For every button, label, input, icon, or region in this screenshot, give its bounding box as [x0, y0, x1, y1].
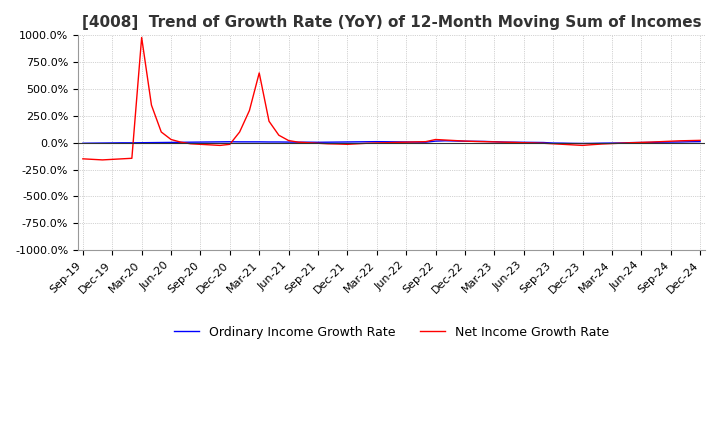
Net Income Growth Rate	[402, 139, 410, 145]
Net Income Growth Rate	[500, 139, 508, 145]
Ordinary Income Growth Rate	[333, 139, 342, 145]
Net Income Growth Rate	[98, 157, 107, 162]
Ordinary Income Growth Rate	[490, 139, 499, 144]
Net Income Growth Rate	[353, 141, 361, 147]
Legend: Ordinary Income Growth Rate, Net Income Growth Rate: Ordinary Income Growth Rate, Net Income …	[168, 321, 614, 344]
Ordinary Income Growth Rate	[78, 141, 87, 146]
Line: Ordinary Income Growth Rate: Ordinary Income Growth Rate	[83, 141, 700, 143]
Line: Net Income Growth Rate: Net Income Growth Rate	[83, 37, 700, 160]
Net Income Growth Rate	[78, 156, 87, 161]
Ordinary Income Growth Rate	[696, 139, 704, 144]
Net Income Growth Rate	[696, 138, 704, 143]
Ordinary Income Growth Rate	[441, 138, 450, 143]
Ordinary Income Growth Rate	[157, 140, 166, 145]
Ordinary Income Growth Rate	[382, 139, 391, 144]
Ordinary Income Growth Rate	[578, 141, 587, 146]
Net Income Growth Rate	[441, 137, 450, 143]
Ordinary Income Growth Rate	[480, 139, 489, 144]
Net Income Growth Rate	[138, 35, 146, 40]
Title: [4008]  Trend of Growth Rate (YoY) of 12-Month Moving Sum of Incomes: [4008] Trend of Growth Rate (YoY) of 12-…	[81, 15, 701, 30]
Ordinary Income Growth Rate	[421, 139, 430, 145]
Net Income Growth Rate	[490, 139, 499, 144]
Net Income Growth Rate	[176, 139, 185, 145]
